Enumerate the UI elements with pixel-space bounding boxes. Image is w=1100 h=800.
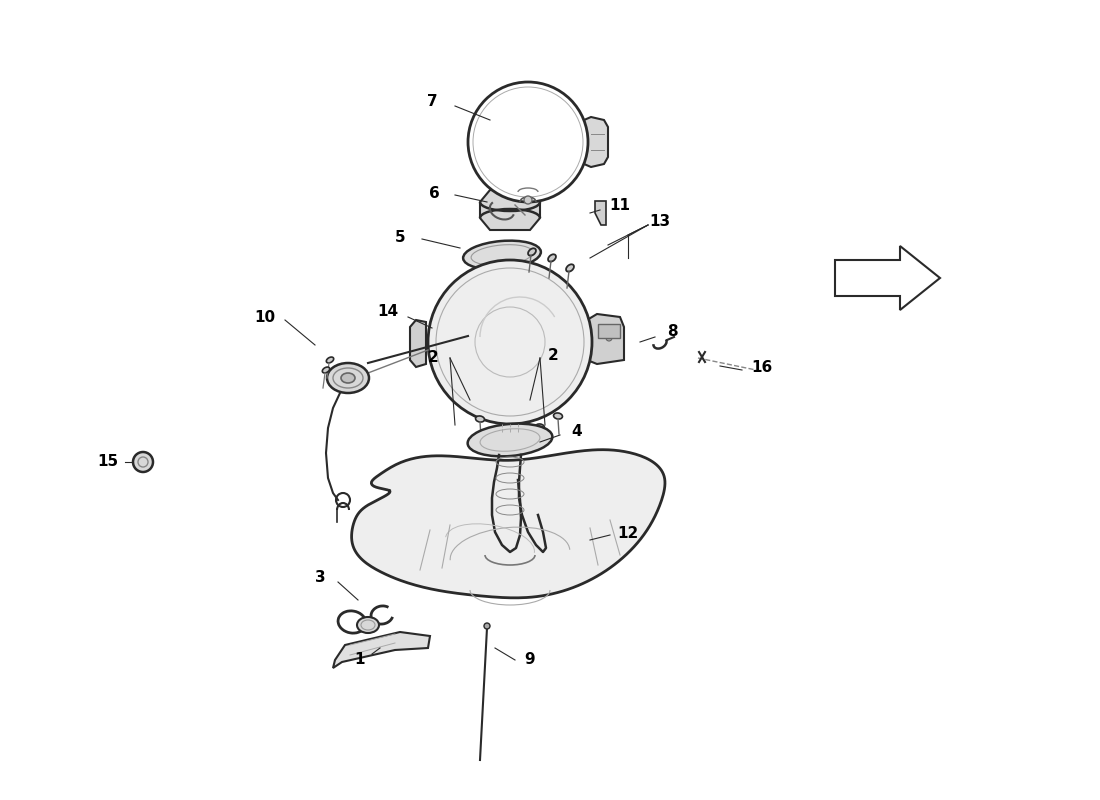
Text: 1: 1 [354, 653, 365, 667]
Text: 9: 9 [525, 653, 536, 667]
Text: 15: 15 [98, 454, 119, 470]
Ellipse shape [475, 416, 484, 422]
Text: 5: 5 [395, 230, 405, 245]
Polygon shape [595, 201, 606, 225]
Circle shape [524, 196, 532, 204]
Text: 6: 6 [429, 186, 439, 201]
Ellipse shape [548, 254, 556, 262]
Text: 4: 4 [572, 425, 582, 439]
Polygon shape [480, 190, 540, 230]
Circle shape [428, 260, 592, 424]
Text: 13: 13 [649, 214, 671, 230]
Ellipse shape [536, 424, 544, 430]
Text: 8: 8 [667, 325, 678, 339]
Text: 11: 11 [609, 198, 630, 213]
Ellipse shape [494, 426, 503, 432]
Circle shape [133, 452, 153, 472]
Text: 2: 2 [548, 347, 559, 362]
Text: 10: 10 [254, 310, 276, 325]
Polygon shape [352, 450, 666, 598]
Circle shape [468, 82, 588, 202]
Text: 16: 16 [751, 359, 772, 374]
Polygon shape [835, 246, 940, 310]
Ellipse shape [358, 617, 379, 633]
Ellipse shape [553, 413, 562, 419]
Text: 7: 7 [427, 94, 438, 110]
Ellipse shape [566, 264, 574, 272]
Text: 2: 2 [428, 350, 439, 365]
Text: 12: 12 [617, 526, 639, 541]
Ellipse shape [327, 363, 368, 393]
Polygon shape [584, 117, 608, 167]
Ellipse shape [327, 357, 333, 363]
Polygon shape [333, 632, 430, 668]
Ellipse shape [516, 429, 525, 435]
Polygon shape [410, 320, 426, 367]
Ellipse shape [468, 424, 552, 456]
Ellipse shape [528, 248, 536, 256]
Ellipse shape [322, 367, 330, 373]
Text: 3: 3 [315, 570, 326, 585]
Bar [598, 324, 620, 338]
Ellipse shape [463, 241, 541, 270]
Ellipse shape [341, 373, 355, 383]
Circle shape [484, 623, 490, 629]
Circle shape [606, 335, 612, 341]
Text: 14: 14 [377, 305, 398, 319]
Polygon shape [587, 314, 624, 364]
